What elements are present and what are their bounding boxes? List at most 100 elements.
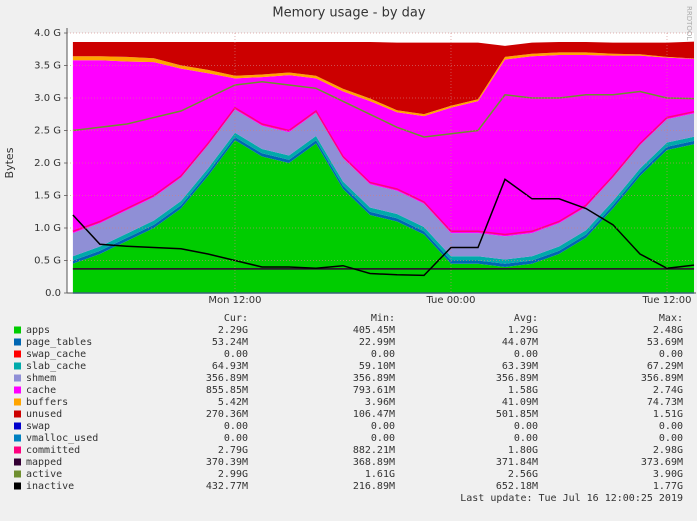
stats-value: 1.29G xyxy=(508,325,538,336)
stats-value: 216.89M xyxy=(353,481,395,492)
legend-swatch xyxy=(14,374,21,382)
stats-value: 63.39M xyxy=(502,361,538,372)
stats-value: 0.00 xyxy=(514,349,538,360)
y-axis-label: Bytes xyxy=(3,147,16,178)
stats-value: 356.89M xyxy=(206,373,248,384)
y-tick-label: 0.0 xyxy=(45,288,61,299)
legend-label: vmalloc_used xyxy=(26,433,98,444)
legend-label: swap_cache xyxy=(26,349,86,360)
stats-value: 0.00 xyxy=(514,433,538,444)
stats-header: Max: xyxy=(659,313,683,324)
y-tick-label: 1.0 G xyxy=(34,223,61,234)
last-update: Last update: Tue Jul 16 12:00:25 2019 xyxy=(460,493,683,504)
stats-value: 270.36M xyxy=(206,409,248,420)
stats-value: 59.10M xyxy=(359,361,395,372)
legend-swatch xyxy=(14,482,21,490)
stats-value: 356.89M xyxy=(353,373,395,384)
stats-value: 22.99M xyxy=(359,337,395,348)
legend-label: page_tables xyxy=(26,337,92,348)
stats-value: 882.21M xyxy=(353,445,395,456)
x-tick-label: Tue 00:00 xyxy=(425,295,475,306)
stats-value: 2.56G xyxy=(508,469,538,480)
stats-value: 41.09M xyxy=(502,397,538,408)
legend-label: active xyxy=(26,469,62,480)
y-tick-label: 2.0 G xyxy=(34,158,61,169)
area-series xyxy=(72,52,694,117)
stats-value: 405.45M xyxy=(353,325,395,336)
stats-value: 0.00 xyxy=(659,349,683,360)
stats-header: Min: xyxy=(371,313,395,324)
line-series xyxy=(72,106,695,236)
stats-value: 0.00 xyxy=(514,421,538,432)
stats-value: 67.29M xyxy=(647,361,683,372)
legend-label: swap xyxy=(26,421,50,432)
stats-header: Avg: xyxy=(514,313,538,324)
legend-swatch xyxy=(14,362,21,370)
legend-label: inactive xyxy=(26,481,74,492)
x-tick-label: Mon 12:00 xyxy=(208,295,261,306)
legend-swatch xyxy=(14,338,21,346)
legend-label: mapped xyxy=(26,457,62,468)
stats-value: 0.00 xyxy=(659,421,683,432)
stats-value: 0.00 xyxy=(371,433,395,444)
legend-swatch xyxy=(14,458,21,466)
y-tick-label: 4.0 G xyxy=(34,28,61,39)
legend-label: unused xyxy=(26,409,62,420)
area-series xyxy=(72,55,694,237)
stats-value: 370.39M xyxy=(206,457,248,468)
legend-swatch xyxy=(14,350,21,358)
stats-value: 0.00 xyxy=(659,433,683,444)
legend-swatch xyxy=(14,446,21,454)
legend-label: apps xyxy=(26,325,50,336)
stats-value: 2.98G xyxy=(653,445,683,456)
legend-swatch xyxy=(14,470,21,478)
stats-value: 2.74G xyxy=(653,385,683,396)
stats-header: Cur: xyxy=(224,313,248,324)
area-series xyxy=(72,41,694,115)
stats-value: 371.84M xyxy=(496,457,538,468)
stats-value: 2.99G xyxy=(218,469,248,480)
y-tick-label: 3.0 G xyxy=(34,93,61,104)
y-tick-label: 1.5 G xyxy=(34,191,61,202)
stats-value: 1.58G xyxy=(508,385,538,396)
stats-value: 501.85M xyxy=(496,409,538,420)
y-tick-label: 2.5 G xyxy=(34,126,61,137)
stats-value: 793.61M xyxy=(353,385,395,396)
stats-value: 3.90G xyxy=(653,469,683,480)
stats-value: 368.89M xyxy=(353,457,395,468)
stats-value: 53.24M xyxy=(212,337,248,348)
stats-value: 0.00 xyxy=(371,349,395,360)
legend-label: committed xyxy=(26,445,80,456)
stats-value: 855.85M xyxy=(206,385,248,396)
line-series xyxy=(72,178,695,277)
x-tick-label: Tue 12:00 xyxy=(641,295,691,306)
stats-value: 53.69M xyxy=(647,337,683,348)
stats-value: 1.51G xyxy=(653,409,683,420)
legend-label: shmem xyxy=(26,373,56,384)
stats-value: 74.73M xyxy=(647,397,683,408)
legend-swatch xyxy=(14,434,21,442)
stats-value: 1.80G xyxy=(508,445,538,456)
stats-value: 1.77G xyxy=(653,481,683,492)
legend-swatch xyxy=(14,410,21,418)
y-tick-label: 3.5 G xyxy=(34,61,61,72)
stats-value: 652.18M xyxy=(496,481,538,492)
stats-value: 373.69M xyxy=(641,457,683,468)
y-tick-label: 0.5 G xyxy=(34,256,61,267)
stats-value: 0.00 xyxy=(224,421,248,432)
stats-value: 2.48G xyxy=(653,325,683,336)
legend-swatch xyxy=(14,386,21,394)
legend-swatch xyxy=(14,422,21,430)
stats-value: 64.93M xyxy=(212,361,248,372)
legend-swatch xyxy=(14,398,21,406)
legend-label: buffers xyxy=(26,397,68,408)
chart-title: Memory usage - by day xyxy=(272,6,425,21)
legend-swatch xyxy=(14,326,21,334)
stats-value: 0.00 xyxy=(371,421,395,432)
stats-value: 44.07M xyxy=(502,337,538,348)
stats-value: 106.47M xyxy=(353,409,395,420)
stats-value: 356.89M xyxy=(496,373,538,384)
stats-value: 0.00 xyxy=(224,433,248,444)
area-series xyxy=(72,140,694,293)
